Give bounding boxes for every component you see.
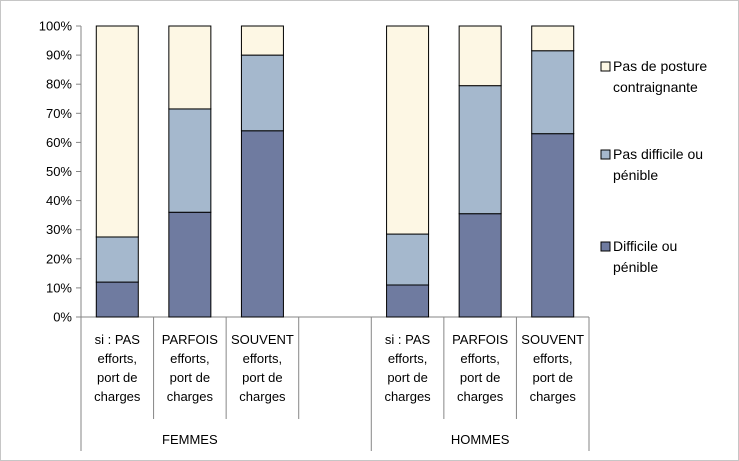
y-tick-label: 40%	[46, 193, 72, 208]
category-label: si : PAS	[95, 332, 141, 347]
legend-swatch	[600, 241, 611, 252]
category-label: charges	[530, 389, 577, 404]
bar-segment	[531, 25, 575, 52]
y-tick-label: 20%	[46, 251, 72, 266]
bar-segment	[168, 25, 212, 110]
bar-segment	[386, 25, 430, 235]
category-label: efforts,	[243, 351, 283, 366]
category-label: charges	[384, 389, 431, 404]
bar-segment	[240, 130, 284, 318]
y-tick-label: 60%	[46, 135, 72, 150]
bar-segment	[240, 25, 284, 56]
y-tick-label: 90%	[46, 48, 72, 63]
y-tick-label: 10%	[46, 280, 72, 295]
category-label: efforts,	[533, 351, 573, 366]
category-label: efforts,	[170, 351, 210, 366]
bar-segment	[168, 211, 212, 318]
category-label: port de	[532, 370, 572, 385]
y-tick-label: 50%	[46, 164, 72, 179]
y-tick-label: 0%	[53, 310, 72, 325]
bar-segment	[386, 233, 430, 286]
group-label: HOMMES	[451, 432, 510, 447]
category-label: efforts,	[460, 351, 500, 366]
category-label: port de	[170, 370, 210, 385]
bar-segment	[168, 108, 212, 213]
bar-segment	[531, 133, 575, 318]
category-label: efforts,	[98, 351, 138, 366]
category-label: port de	[460, 370, 500, 385]
category-label: charges	[167, 389, 214, 404]
y-tick-label: 80%	[46, 77, 72, 92]
category-label: PARFOIS	[452, 332, 508, 347]
bar-segment	[240, 54, 284, 132]
legend-swatch	[600, 61, 611, 72]
bar-segment	[386, 284, 430, 318]
group-label: FEMMES	[162, 432, 218, 447]
bar-segment	[531, 50, 575, 135]
category-label: charges	[457, 389, 504, 404]
category-label: efforts,	[388, 351, 428, 366]
category-label: port de	[242, 370, 282, 385]
category-label: si : PAS	[385, 332, 431, 347]
bar-segment	[95, 236, 139, 283]
category-label: SOUVENT	[231, 332, 294, 347]
category-label: SOUVENT	[521, 332, 584, 347]
legend-label: Pas de posture	[613, 58, 707, 74]
bar-segment	[458, 213, 502, 318]
legend-label: Difficile ou	[613, 238, 677, 254]
category-label: PARFOIS	[162, 332, 218, 347]
category-label: charges	[94, 389, 141, 404]
legend-swatch	[600, 149, 611, 160]
bar-segment	[458, 25, 502, 87]
y-tick-label: 30%	[46, 222, 72, 237]
bar-segment	[95, 25, 139, 238]
y-tick-label: 70%	[46, 106, 72, 121]
category-label: port de	[387, 370, 427, 385]
category-label: charges	[239, 389, 286, 404]
legend-label: pénible	[613, 259, 658, 275]
bar-segment	[458, 85, 502, 215]
legend-label: Pas difficile ou	[613, 146, 703, 162]
legend-label: contraignante	[613, 79, 698, 95]
bar-segment	[95, 281, 139, 318]
legend-label: pénible	[613, 167, 658, 183]
category-label: port de	[97, 370, 137, 385]
y-tick-label: 100%	[39, 19, 73, 34]
